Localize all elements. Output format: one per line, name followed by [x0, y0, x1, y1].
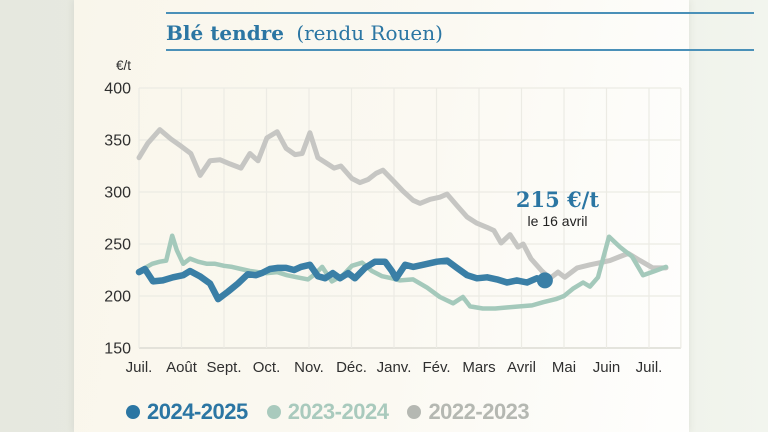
- y-axis-tick-label: 400: [104, 81, 131, 98]
- x-axis-month-label: Avril: [507, 359, 536, 376]
- top-rule: [166, 12, 754, 14]
- legend-item-2024-2025: 2024-2025: [126, 399, 248, 425]
- chart-title: Blé tendre (rendu Rouen): [166, 21, 443, 45]
- x-axis-month-label: Juil.: [126, 359, 153, 376]
- infographic-card: Blé tendre (rendu Rouen): [74, 0, 754, 432]
- x-axis-month-label: Déc.: [336, 359, 367, 376]
- y-axis-tick-label: 200: [104, 289, 131, 306]
- legend-label-2022-2023: 2022-2023: [428, 399, 530, 424]
- x-axis-month-label: Oct.: [253, 359, 281, 376]
- y-axis-unit-label: €/t: [116, 58, 131, 73]
- latest-price-annotation: 215 €/t le 16 avril: [500, 188, 615, 229]
- legend-label-2024-2025: 2024-2025: [147, 399, 248, 424]
- y-axis-tick-label: 350: [104, 133, 131, 150]
- x-axis-month-label: Fév.: [422, 359, 450, 376]
- latest-price-date: le 16 avril: [527, 213, 588, 230]
- x-axis-month-label: Janv.: [377, 359, 412, 376]
- y-axis-tick-label: 300: [104, 185, 131, 202]
- x-axis-month-label: Sept.: [206, 359, 241, 376]
- latest-price-value: 215 €/t: [515, 187, 600, 212]
- title-underline-rule: [166, 49, 754, 51]
- legend-dot-2024-2025: [126, 405, 140, 419]
- legend-label-2023-2024: 2023-2024: [287, 399, 389, 424]
- x-axis-month-label: Mars: [462, 359, 495, 376]
- x-axis-month-label: Mai: [552, 359, 576, 376]
- x-axis-month-label: Juil.: [636, 359, 663, 376]
- x-axis-month-label: Juin: [593, 359, 621, 376]
- series-line-2024-2025: [135, 257, 549, 303]
- y-axis-tick-label: 250: [104, 237, 131, 254]
- series-line-2022-2023: [136, 127, 669, 281]
- legend: 2024-2025 2023-2024 2022-2023: [126, 399, 530, 425]
- x-axis-month-label: Août: [166, 359, 198, 376]
- x-axis-month-label: Nov.: [294, 359, 324, 376]
- legend-dot-2023-2024: [266, 405, 281, 419]
- series-end-dot-2024-2025: [536, 272, 553, 289]
- legend-item-2022-2023: 2022-2023: [407, 399, 530, 425]
- legend-dot-2022-2023: [407, 405, 422, 419]
- chart-title-subtitle: (rendu Rouen): [296, 21, 443, 45]
- chart-title-bold: Blé tendre: [166, 21, 284, 45]
- legend-item-2023-2024: 2023-2024: [266, 399, 389, 425]
- y-axis-tick-label: 150: [104, 341, 131, 358]
